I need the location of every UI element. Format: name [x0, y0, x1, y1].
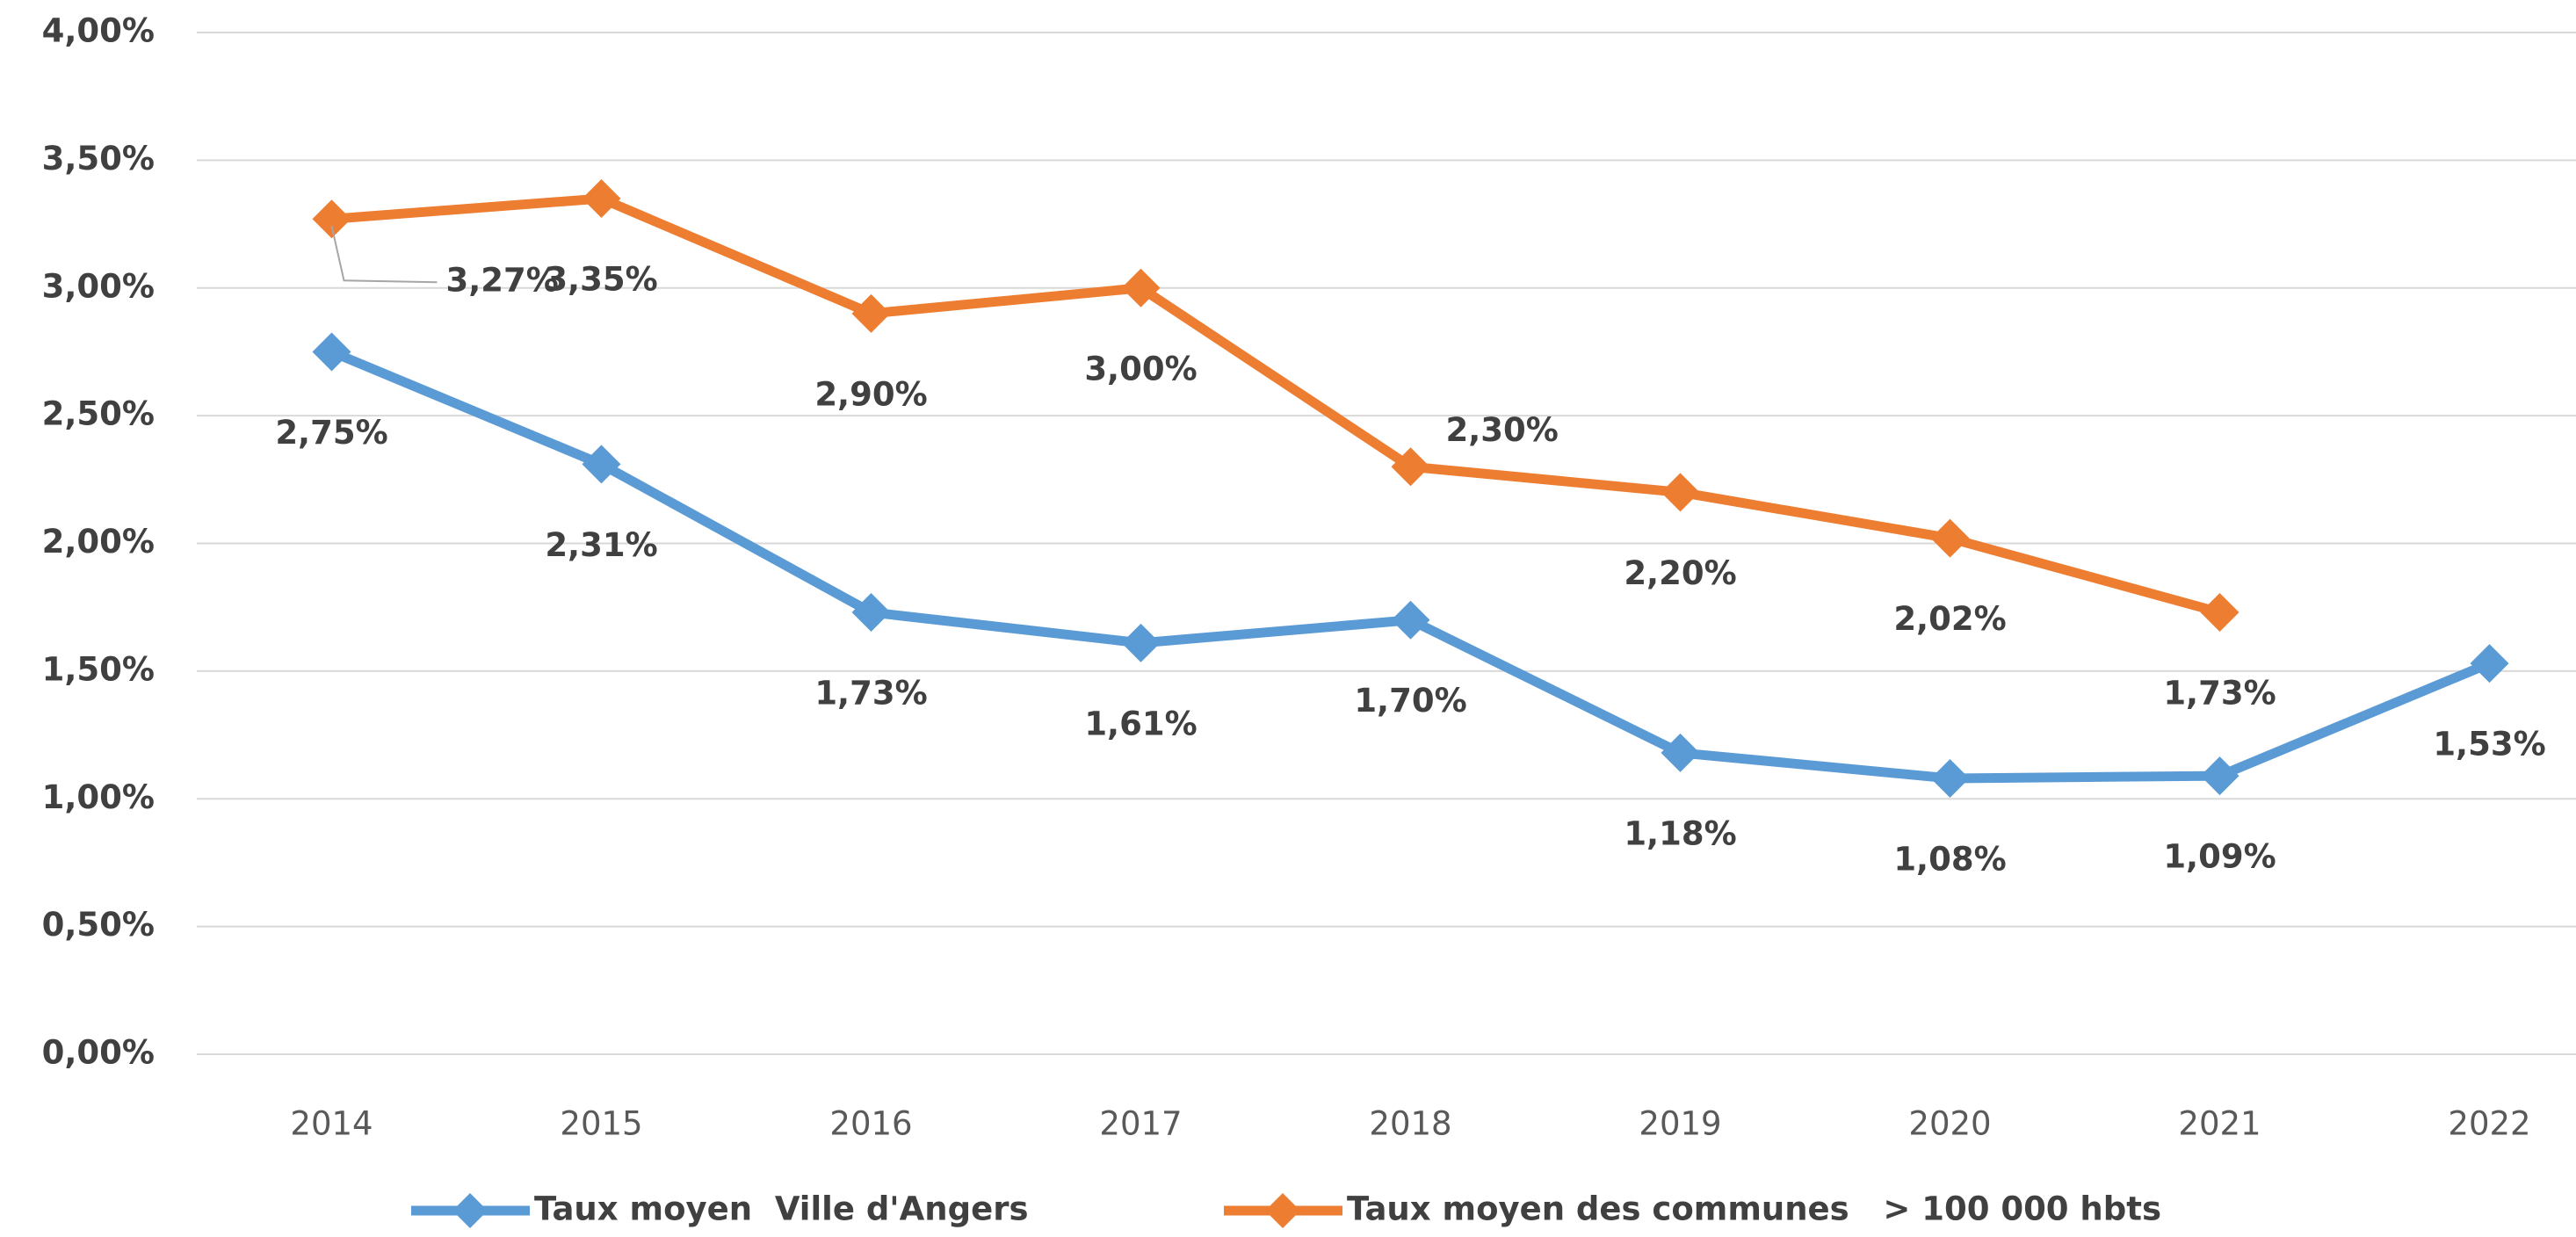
x-tick-label: 2022 [2448, 1105, 2530, 1143]
x-tick-label: 2018 [1369, 1105, 1451, 1143]
point-marker [582, 445, 621, 484]
value-label: 2,90% [814, 375, 927, 413]
x-tick-label: 2014 [290, 1105, 373, 1143]
point-marker [1661, 733, 1700, 772]
point-marker [1930, 758, 1970, 798]
value-label: 1,18% [1624, 814, 1736, 852]
value-label: 1,73% [814, 675, 927, 713]
value-label: 1,73% [2163, 675, 2276, 713]
x-tick-label: 2020 [1908, 1105, 1991, 1143]
value-label: 2,02% [1893, 600, 2006, 638]
y-tick-label: 2,00% [42, 523, 155, 561]
value-label: 1,09% [2163, 838, 2276, 876]
point-marker [582, 178, 621, 218]
y-tick-label: 1,50% [42, 650, 155, 688]
y-tick-label: 3,00% [42, 267, 155, 305]
value-label: 1,61% [1084, 705, 1197, 742]
x-tick-label: 2016 [829, 1105, 912, 1143]
point-marker [2470, 644, 2509, 684]
value-label: 2,31% [545, 526, 657, 564]
point-marker [312, 332, 351, 372]
x-tick-label: 2021 [2178, 1105, 2261, 1143]
point-marker [851, 593, 891, 633]
legend-label: Taux moyen Ville d'Angers [534, 1190, 1028, 1228]
point-marker [1391, 447, 1430, 487]
legend-marker [1265, 1193, 1300, 1228]
point-marker [1121, 268, 1161, 307]
value-label: 3,35% [545, 260, 657, 298]
value-label: 1,70% [1354, 682, 1466, 720]
value-label: 1,08% [1893, 840, 2006, 878]
x-tick-label: 2015 [560, 1105, 642, 1143]
point-marker [312, 199, 351, 239]
value-label: 3,00% [1084, 350, 1197, 387]
value-label: 3,27% [446, 262, 559, 300]
y-tick-label: 0,00% [42, 1034, 155, 1072]
point-marker [1121, 623, 1161, 662]
y-tick-label: 0,50% [42, 906, 155, 944]
value-label: 1,53% [2433, 726, 2545, 763]
x-tick-label: 2019 [1639, 1105, 1721, 1143]
point-marker [1391, 600, 1430, 640]
y-tick-label: 4,00% [42, 12, 155, 50]
y-tick-label: 3,50% [42, 140, 155, 177]
point-marker [2200, 756, 2240, 796]
legend-marker [452, 1193, 488, 1228]
point-marker [1661, 473, 1700, 512]
y-tick-label: 1,00% [42, 778, 155, 816]
point-marker [851, 293, 891, 333]
value-label: 2,75% [275, 414, 387, 452]
y-tick-label: 2,50% [42, 395, 155, 433]
legend-label: Taux moyen des communes > 100 000 hbts [1347, 1190, 2161, 1228]
x-tick-label: 2017 [1099, 1105, 1182, 1143]
point-marker [1930, 518, 1970, 558]
point-marker [2200, 593, 2240, 633]
leader-line [330, 226, 438, 284]
series-line [331, 193, 2221, 618]
value-label: 2,20% [1624, 554, 1736, 592]
value-label: 2,30% [1446, 411, 1559, 449]
